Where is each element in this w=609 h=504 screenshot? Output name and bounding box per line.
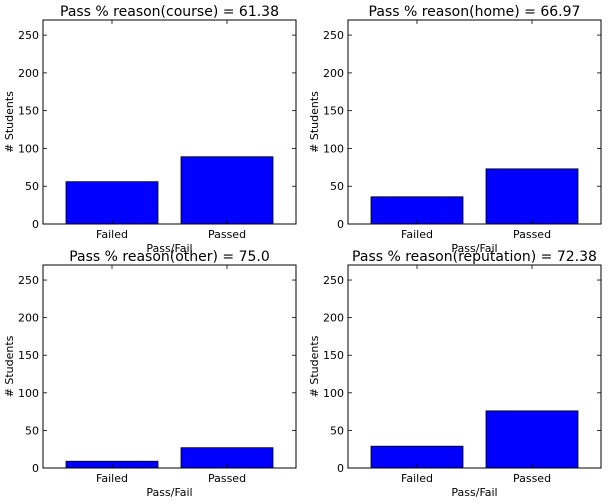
x-axis-title: Pass/Fail <box>146 486 192 499</box>
bar-failed <box>370 196 464 225</box>
y-tick-label: 250 <box>323 29 344 42</box>
y-tick-label: 250 <box>18 29 39 42</box>
axes-frame <box>42 264 297 469</box>
y-tick-label: 200 <box>18 312 39 325</box>
x-tick-label: Passed <box>208 472 246 485</box>
y-tick-label: 150 <box>323 349 344 362</box>
x-tick-label: Failed <box>96 472 128 485</box>
bar-passed <box>180 156 274 225</box>
axes-frame <box>42 19 297 225</box>
bar-passed <box>485 410 579 469</box>
y-tick-label: 100 <box>323 387 344 400</box>
y-tick-label: 0 <box>337 218 344 231</box>
y-tick-label: 200 <box>323 312 344 325</box>
bar-passed <box>485 168 579 225</box>
y-tick-label: 200 <box>323 67 344 80</box>
y-tick-label: 50 <box>330 424 344 437</box>
y-tick-label: 200 <box>18 67 39 80</box>
x-tick-label: Passed <box>513 472 551 485</box>
chart-title: Pass % reason(reputation) = 72.38 <box>352 249 597 265</box>
y-axis-title: # Students <box>308 335 321 397</box>
x-axis-title: Pass/Fail <box>451 242 497 255</box>
chart-title: Pass % reason(course) = 61.38 <box>60 4 279 20</box>
x-tick-label: Passed <box>513 228 551 241</box>
chart-panel: 0 50 100 150 200 250 Failed Passed Pass % reason… <box>308 4 602 255</box>
y-tick-label: 50 <box>330 180 344 193</box>
x-tick-label: Failed <box>401 472 433 485</box>
y-tick-label: 150 <box>323 105 344 118</box>
x-axis-title: Pass/Fail <box>146 242 192 255</box>
y-tick-label: 100 <box>18 142 39 155</box>
y-tick-label: 0 <box>337 462 344 475</box>
x-tick-label: Passed <box>208 228 246 241</box>
bar-failed <box>65 181 159 225</box>
y-tick-label: 150 <box>18 349 39 362</box>
y-tick-label: 100 <box>323 142 344 155</box>
y-tick-label: 0 <box>32 462 39 475</box>
y-tick-label: 250 <box>323 274 344 287</box>
y-tick-label: 50 <box>25 180 39 193</box>
y-axis-title: # Students <box>3 335 16 397</box>
axes-frame <box>347 19 602 225</box>
y-tick-label: 100 <box>18 387 39 400</box>
axes-frame <box>347 264 602 469</box>
y-tick-label: 50 <box>25 424 39 437</box>
y-tick-label: 150 <box>18 105 39 118</box>
chart-title: Pass % reason(other) = 75.0 <box>69 249 270 265</box>
x-tick-label: Failed <box>401 228 433 241</box>
chart-panel: 0 50 100 150 200 250 Failed Passed Pass % reason… <box>3 4 297 255</box>
y-axis-title: # Students <box>3 91 16 153</box>
x-axis-title: Pass/Fail <box>451 486 497 499</box>
y-tick-label: 0 <box>32 218 39 231</box>
chart-title: Pass % reason(home) = 66.97 <box>369 4 581 20</box>
chart-panel: 0 50 100 150 200 250 Failed Passed Pass % reason… <box>308 249 602 499</box>
y-tick-label: 250 <box>18 274 39 287</box>
y-axis-title: # Students <box>308 91 321 153</box>
chart-panel: 0 50 100 150 200 250 Failed Passed Pass % reason… <box>3 249 297 499</box>
x-tick-label: Failed <box>96 228 128 241</box>
